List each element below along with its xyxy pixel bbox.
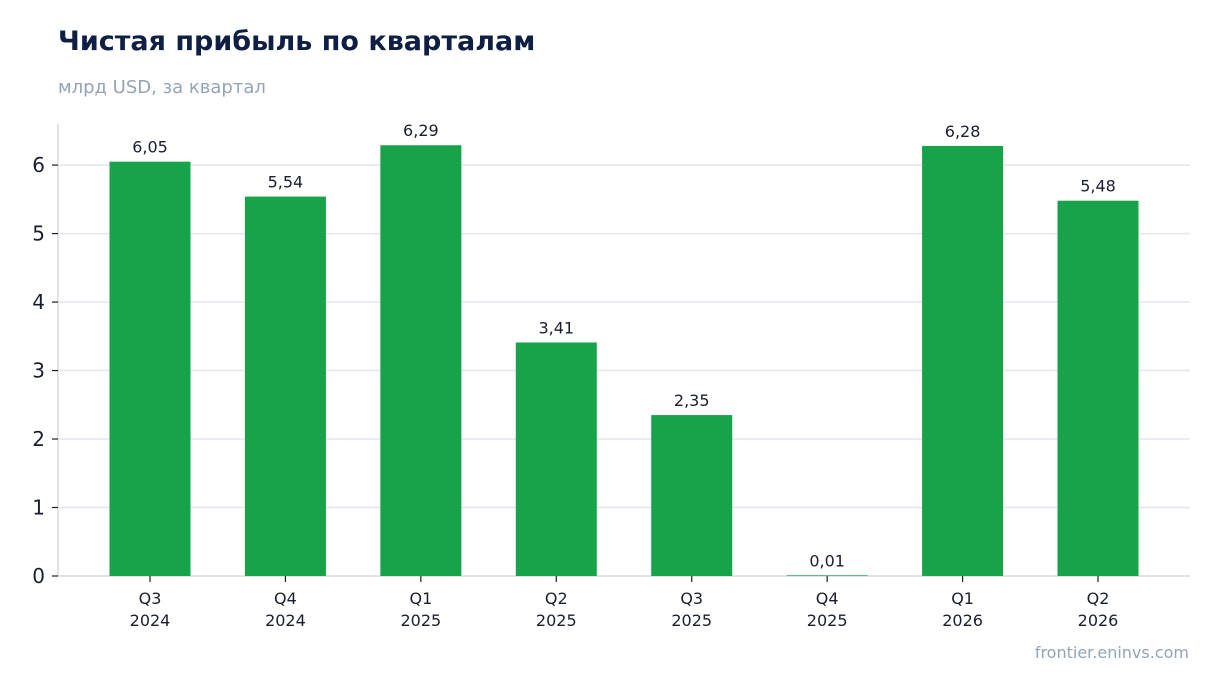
bar-value-label: 0,01 <box>809 551 845 570</box>
chart-subtitle: млрд USD, за квартал <box>58 77 266 98</box>
bar-value-label: 6,28 <box>945 122 981 141</box>
y-tick-label: 5 <box>32 222 45 246</box>
bar-value-label: 3,41 <box>538 318 574 337</box>
x-tick-label-year: 2025 <box>536 611 577 630</box>
x-tick-label-year: 2025 <box>671 611 712 630</box>
bar-value-label: 2,35 <box>674 391 710 410</box>
bar <box>922 145 1004 576</box>
y-tick-label: 2 <box>32 427 45 451</box>
bar-value-label: 5,48 <box>1080 177 1116 196</box>
bar <box>109 161 191 576</box>
bar <box>786 575 868 576</box>
bar-value-label: 5,54 <box>268 173 304 192</box>
x-tick-label-quarter: Q2 <box>545 589 568 608</box>
x-tick-label-quarter: Q4 <box>274 589 297 608</box>
x-tick-label-year: 2026 <box>942 611 983 630</box>
x-tick-label-year: 2024 <box>130 611 171 630</box>
bar <box>244 196 326 576</box>
x-tick-label-year: 2024 <box>265 611 306 630</box>
x-tick-label-year: 2025 <box>807 611 848 630</box>
y-tick-label: 6 <box>32 153 45 177</box>
bar <box>515 342 597 576</box>
x-tick-label-quarter: Q2 <box>1087 589 1110 608</box>
x-tick-label-quarter: Q3 <box>680 589 703 608</box>
y-tick-label: 0 <box>32 564 45 588</box>
bar <box>1057 200 1139 576</box>
x-tick-label-quarter: Q3 <box>139 589 162 608</box>
y-tick-label: 1 <box>32 496 45 520</box>
x-tick-label-quarter: Q4 <box>816 589 839 608</box>
y-tick-label: 3 <box>32 359 45 383</box>
x-tick-label-quarter: Q1 <box>951 589 974 608</box>
chart-title: Чистая прибыль по кварталам <box>58 26 536 57</box>
y-tick-label: 4 <box>32 290 45 314</box>
x-tick-label-year: 2025 <box>401 611 442 630</box>
bar-value-label: 6,29 <box>403 121 439 140</box>
source-credit: frontier.eninvs.com <box>1034 643 1189 662</box>
x-tick-label-year: 2026 <box>1078 611 1119 630</box>
bar <box>380 145 462 577</box>
bar-value-label: 6,05 <box>132 138 168 157</box>
x-tick-label-quarter: Q1 <box>409 589 432 608</box>
bar <box>651 415 733 576</box>
